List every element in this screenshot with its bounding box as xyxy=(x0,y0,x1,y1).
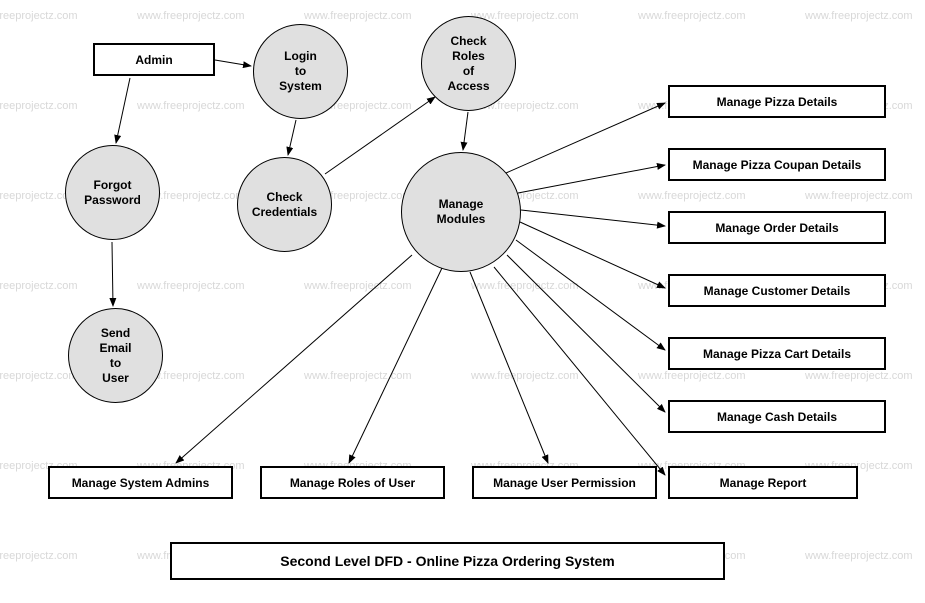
node-m_cart: Manage Pizza Cart Details xyxy=(668,337,886,370)
node-m_roles_user: Manage Roles of User xyxy=(260,466,445,499)
node-send_email: SendEmailtoUser xyxy=(68,308,163,403)
node-label: Manage Order Details xyxy=(715,221,838,235)
node-m_customer: Manage Customer Details xyxy=(668,274,886,307)
node-label: Manage Pizza Coupan Details xyxy=(693,158,862,172)
node-label: Manage Customer Details xyxy=(704,284,851,298)
node-login: LogintoSystem xyxy=(253,24,348,119)
node-m_report: Manage Report xyxy=(668,466,858,499)
node-label: Manage Pizza Details xyxy=(717,95,838,109)
node-label: Manage User Permission xyxy=(493,476,636,490)
node-check_roles: CheckRolesofAccess xyxy=(421,16,516,111)
node-m_cash: Manage Cash Details xyxy=(668,400,886,433)
node-label: Manage Cash Details xyxy=(717,410,837,424)
node-label: Manage System Admins xyxy=(72,476,210,490)
node-forgot: ForgotPassword xyxy=(65,145,160,240)
node-m_pizza: Manage Pizza Details xyxy=(668,85,886,118)
diagram-layer: Admin LogintoSystem CheckRolesofAccess Forg… xyxy=(0,0,925,603)
node-label: CheckCredentials xyxy=(252,190,317,220)
node-label: Manage Pizza Cart Details xyxy=(703,347,851,361)
node-m_coupon: Manage Pizza Coupan Details xyxy=(668,148,886,181)
node-m_user_perm: Manage User Permission xyxy=(472,466,657,499)
node-check_cred: CheckCredentials xyxy=(237,157,332,252)
node-m_sys_admin: Manage System Admins xyxy=(48,466,233,499)
node-label: Manage Report xyxy=(720,476,807,490)
node-label: ManageModules xyxy=(437,197,486,227)
node-admin: Admin xyxy=(93,43,215,76)
node-label: LogintoSystem xyxy=(279,49,322,94)
node-label: CheckRolesofAccess xyxy=(447,34,489,94)
node-label: ForgotPassword xyxy=(84,178,141,208)
node-label: Manage Roles of User xyxy=(290,476,415,490)
node-label: SendEmailtoUser xyxy=(99,326,131,386)
node-m_order: Manage Order Details xyxy=(668,211,886,244)
node-label: Admin xyxy=(135,53,172,67)
node-manage_mod: ManageModules xyxy=(401,152,521,272)
